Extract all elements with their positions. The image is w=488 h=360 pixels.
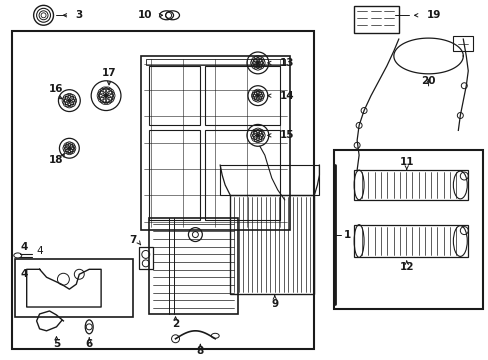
Text: 13: 13 xyxy=(279,58,294,68)
Text: 8: 8 xyxy=(196,346,203,356)
Text: 20: 20 xyxy=(421,76,435,86)
Bar xyxy=(205,130,279,220)
Text: 12: 12 xyxy=(399,262,413,272)
Bar xyxy=(148,130,200,220)
Text: 4: 4 xyxy=(20,243,27,252)
Text: 15: 15 xyxy=(279,130,294,140)
Text: 18: 18 xyxy=(49,155,63,165)
Bar xyxy=(452,36,472,51)
Text: 5: 5 xyxy=(53,339,60,349)
Bar xyxy=(139,247,152,269)
Bar xyxy=(148,218,238,314)
Text: 4: 4 xyxy=(20,269,27,279)
Text: 19: 19 xyxy=(426,10,440,20)
Text: 14: 14 xyxy=(279,91,294,101)
Text: 3: 3 xyxy=(75,10,82,20)
Bar xyxy=(353,225,468,257)
Bar xyxy=(15,260,133,317)
Bar xyxy=(148,66,200,125)
Text: 11: 11 xyxy=(399,157,413,167)
Bar xyxy=(205,66,279,125)
Text: 6: 6 xyxy=(85,339,93,349)
Bar xyxy=(12,31,314,349)
Text: 9: 9 xyxy=(271,299,278,309)
Bar xyxy=(353,170,468,200)
Text: 10: 10 xyxy=(138,10,152,20)
Text: 4: 4 xyxy=(37,247,43,256)
Bar xyxy=(334,150,482,309)
Bar xyxy=(220,165,319,195)
Bar xyxy=(230,195,314,294)
Text: 1: 1 xyxy=(344,230,351,239)
Bar xyxy=(353,6,398,33)
Text: 2: 2 xyxy=(172,319,179,329)
Text: 7: 7 xyxy=(129,234,136,244)
Bar xyxy=(141,56,289,230)
Text: 16: 16 xyxy=(49,84,63,94)
Bar xyxy=(145,59,284,65)
Text: 17: 17 xyxy=(102,68,116,78)
